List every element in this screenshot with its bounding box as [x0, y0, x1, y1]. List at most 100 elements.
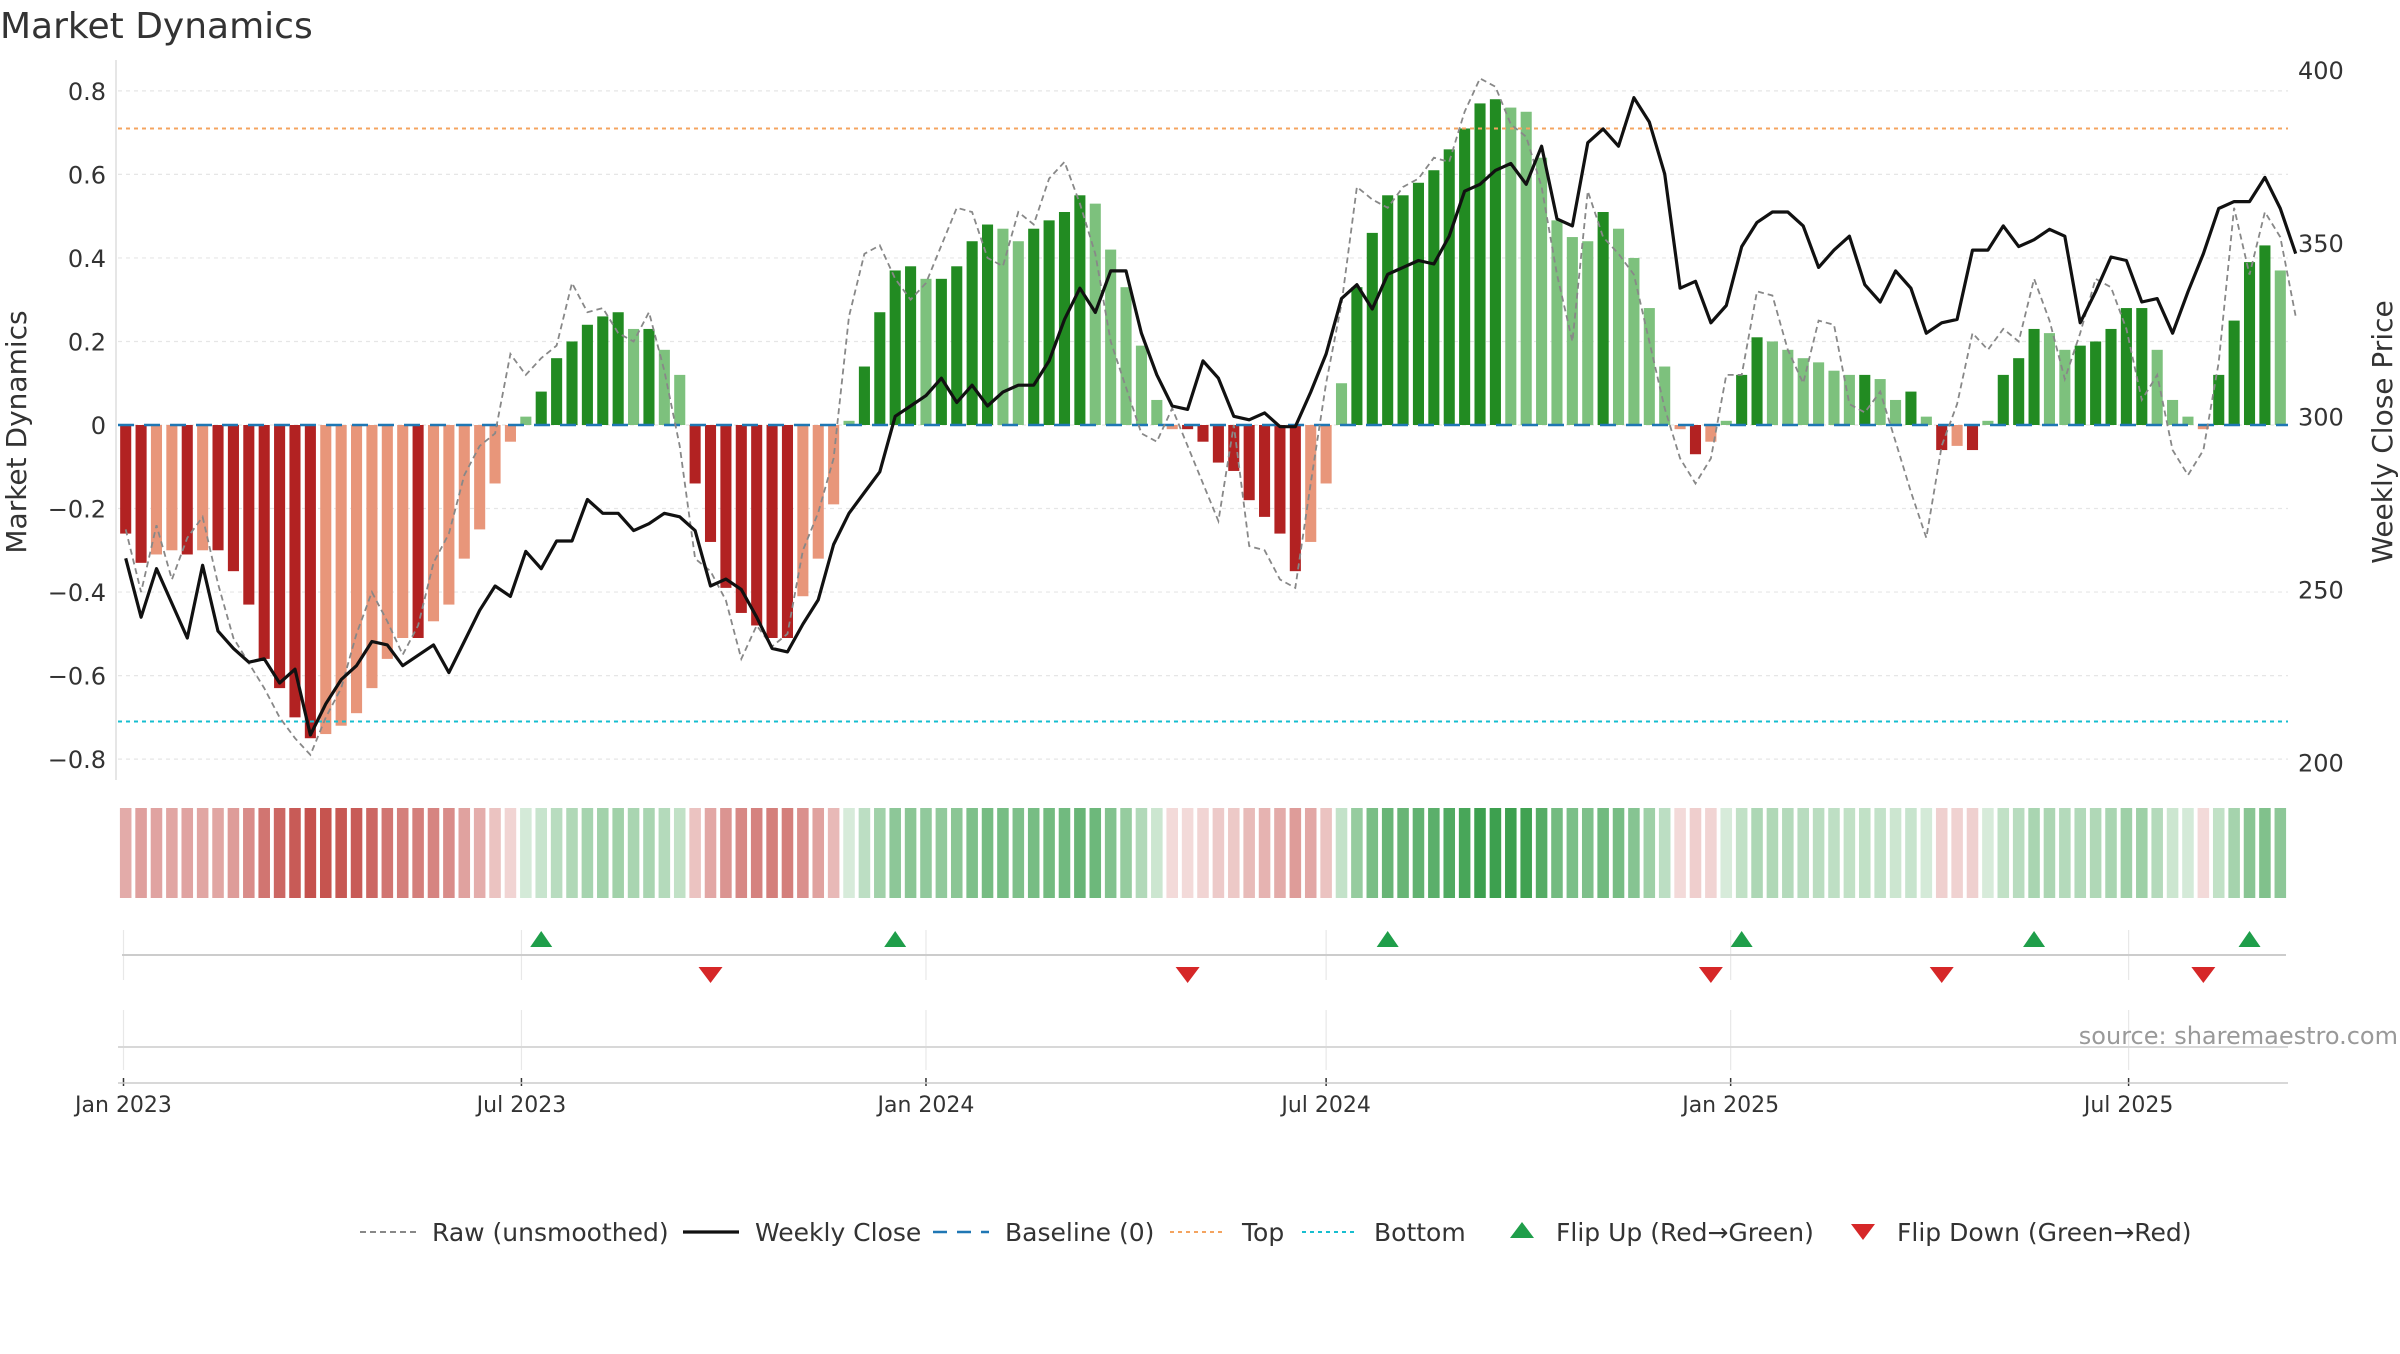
raw-line	[124, 77, 2297, 757]
regime-cell	[273, 808, 286, 898]
bar	[597, 316, 609, 425]
bar	[1028, 228, 1040, 425]
bar	[443, 425, 455, 605]
regime-cell	[1982, 808, 1994, 898]
bar	[1197, 425, 1209, 442]
regime-cell	[1197, 808, 1209, 898]
bar	[335, 425, 347, 726]
weekly-close-line	[124, 96, 2298, 737]
bar	[1274, 425, 1286, 534]
bar	[289, 425, 301, 718]
bar	[874, 312, 886, 425]
regime-cell	[2043, 808, 2056, 898]
legend: Raw (unsmoothed) Weekly Close Baseline (0)…	[360, 1218, 2192, 1247]
regime-cell	[1058, 808, 1071, 898]
bar	[366, 425, 378, 689]
bar	[1982, 420, 1994, 425]
regime-cell	[458, 808, 471, 898]
bar	[966, 241, 978, 425]
regime-cell	[2212, 808, 2225, 898]
regime-cell	[1320, 808, 1332, 898]
bar	[1428, 170, 1440, 425]
legend-label: Flip Up (Red→Green)	[1556, 1218, 1814, 1247]
bar	[351, 425, 363, 714]
bar	[1859, 374, 1871, 425]
regime-cell	[658, 808, 671, 898]
bar	[1643, 308, 1655, 425]
regime-cell	[2243, 808, 2256, 898]
bar	[1412, 182, 1425, 425]
bar	[720, 425, 732, 588]
bar	[997, 228, 1009, 425]
regime-cell	[550, 808, 563, 898]
regime-cell	[566, 808, 578, 898]
regime-cell	[212, 808, 224, 898]
regime-cell	[1597, 808, 1609, 898]
bar	[828, 425, 840, 505]
bar	[1766, 341, 1778, 425]
bar	[135, 425, 147, 563]
bar	[2182, 416, 2194, 425]
regime-cell	[166, 808, 178, 898]
bar	[274, 425, 286, 689]
regime-cell	[1643, 808, 1656, 898]
bar	[920, 278, 932, 425]
bar	[1012, 241, 1024, 425]
y-tick-label: −0.6	[48, 663, 106, 691]
regime-cell	[874, 808, 886, 898]
y2-tick-label: 200	[2298, 750, 2344, 778]
flip-down-marker	[1175, 967, 1200, 983]
regime-cell	[1381, 808, 1394, 898]
regime-cell	[1628, 808, 1640, 898]
flip-up-marker	[1730, 931, 1753, 947]
regime-cell	[1735, 808, 1748, 898]
regime-cell	[350, 808, 363, 898]
y-axis-label: Market Dynamics	[0, 310, 33, 553]
regime-strip	[119, 808, 2287, 898]
regime-cell	[258, 808, 270, 898]
y-tick-label: −0.8	[48, 746, 106, 774]
bar	[1966, 425, 1979, 451]
regime-cell	[335, 808, 347, 898]
regime-cell	[412, 808, 424, 898]
bar	[212, 425, 224, 551]
regime-cell	[1581, 808, 1594, 898]
regime-cell	[1551, 808, 1563, 898]
regime-cell	[797, 808, 809, 898]
regime-cell	[243, 808, 255, 898]
bar	[1135, 345, 1147, 425]
bar	[1720, 420, 1732, 425]
regime-cell	[966, 808, 978, 898]
regime-cell	[1089, 808, 1102, 898]
bar	[1951, 425, 1963, 446]
regime-cell	[1258, 808, 1271, 898]
bar	[150, 425, 163, 555]
bar	[566, 341, 578, 425]
bar	[951, 266, 963, 425]
flip-up-marker	[2023, 931, 2046, 947]
regime-cell	[396, 808, 409, 898]
regime-cell	[597, 808, 609, 898]
regime-cell	[735, 808, 748, 898]
axes: 0.8 0.6 0.4 0.2 0 −0.2 −0.4 −0.6 −0.8 400 350 300 25…	[48, 57, 2344, 1118]
bar	[1228, 425, 1240, 471]
regime-cell	[1212, 808, 1225, 898]
bar	[581, 324, 593, 425]
regime-cell	[181, 808, 194, 898]
regime-cell	[904, 808, 917, 898]
regime-cell	[1351, 808, 1363, 898]
bar	[2105, 328, 2117, 425]
regime-cell	[612, 808, 624, 898]
bar	[1520, 111, 1532, 425]
bar	[458, 425, 470, 559]
regime-cell	[2105, 808, 2117, 898]
bar	[1151, 399, 1163, 425]
bar	[1813, 362, 1825, 425]
bar	[1751, 337, 1763, 425]
bar	[781, 425, 794, 638]
regime-cell	[1304, 808, 1317, 898]
bar	[504, 425, 516, 442]
regime-cell	[1812, 808, 1825, 898]
regime-cell	[750, 808, 763, 898]
